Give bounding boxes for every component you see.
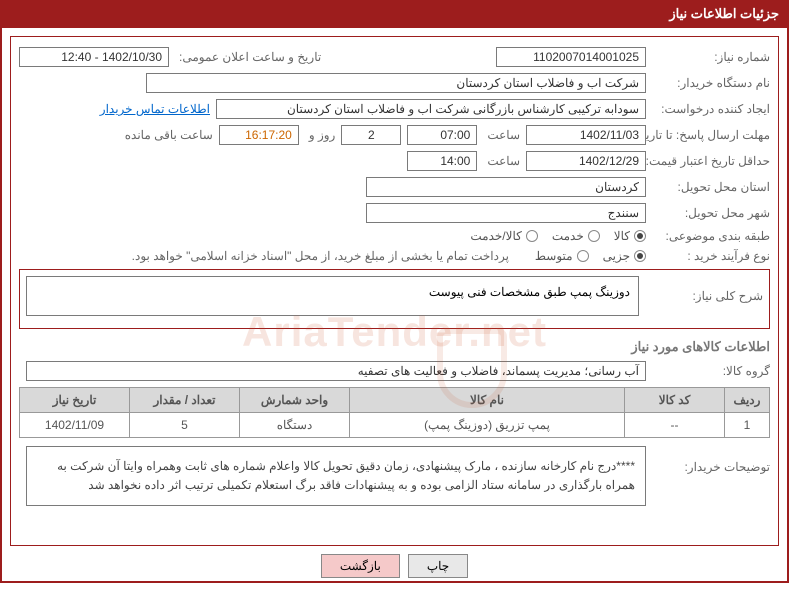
need-number-field: 1102007014001025: [496, 47, 646, 67]
buyer-notes-label: توضیحات خریدار:: [652, 446, 770, 474]
time-label-2: ساعت: [483, 154, 520, 168]
city-field: سنندج: [366, 203, 646, 223]
group-field: آب رسانی؛ مدیریت پسماند، فاضلاب و فعالیت…: [26, 361, 646, 381]
days-count-field: 2: [341, 125, 401, 145]
buyer-org-label: نام دستگاه خریدار:: [652, 76, 770, 90]
desc-field: دوزینگ پمپ طبق مشخصات فنی پیوست: [26, 276, 639, 316]
process-note: پرداخت تمام یا بخشی از مبلغ خرید، از محل…: [132, 249, 509, 263]
province-field: کردستان: [366, 177, 646, 197]
validity-date-field: 1402/12/29: [526, 151, 646, 171]
radio-motavaset[interactable]: متوسط: [535, 249, 589, 263]
radio-kala[interactable]: کالا: [614, 229, 646, 243]
cell-code: --: [625, 413, 725, 438]
radio-khadamat[interactable]: خدمت: [552, 229, 600, 243]
announce-label: تاریخ و ساعت اعلان عمومی:: [175, 50, 321, 64]
classification-label: طبقه بندی موضوعی:: [652, 229, 770, 243]
buyer-org-field: شرکت اب و فاضلاب استان کردستان: [146, 73, 646, 93]
city-label: شهر محل تحویل:: [652, 206, 770, 220]
th-name: نام کالا: [350, 388, 625, 413]
remaining-text: ساعت باقی مانده: [121, 128, 213, 142]
process-group: جزیی متوسط: [535, 249, 646, 263]
province-label: استان محل تحویل:: [652, 180, 770, 194]
th-row: ردیف: [725, 388, 770, 413]
validity-label: حداقل تاریخ اعتبار قیمت: تا تاریخ:: [652, 154, 770, 168]
need-number-label: شماره نیاز:: [652, 50, 770, 64]
days-text: روز و: [305, 128, 336, 142]
window-title: جزئیات اطلاعات نیاز: [0, 0, 789, 28]
validity-time-field: 14:00: [407, 151, 477, 171]
radio-jozei[interactable]: جزیی: [603, 249, 646, 263]
requester-label: ایجاد کننده درخواست:: [652, 102, 770, 116]
radio-kala-khadamat[interactable]: کالا/خدمت: [470, 229, 537, 243]
deadline-label: مهلت ارسال پاسخ: تا تاریخ:: [652, 128, 770, 142]
announce-field: 1402/10/30 - 12:40: [19, 47, 169, 67]
back-button[interactable]: بازگشت: [321, 554, 400, 578]
countdown-field: 16:17:20: [219, 125, 299, 145]
cell-row: 1: [725, 413, 770, 438]
th-unit: واحد شمارش: [240, 388, 350, 413]
cell-name: پمپ تزریق (دوزینگ پمپ): [350, 413, 625, 438]
table-row: 1 -- پمپ تزریق (دوزینگ پمپ) دستگاه 5 140…: [20, 413, 770, 438]
th-qty: تعداد / مقدار: [130, 388, 240, 413]
buyer-notes-field: ****درج نام کارخانه سازنده ، مارک پیشنها…: [26, 446, 646, 506]
cell-date: 1402/11/09: [20, 413, 130, 438]
cell-unit: دستگاه: [240, 413, 350, 438]
requester-field: سودابه ترکیبی کارشناس بازرگانی شرکت اب و…: [216, 99, 646, 119]
process-label: نوع فرآیند خرید :: [652, 249, 770, 263]
deadline-time-field: 07:00: [407, 125, 477, 145]
deadline-date-field: 1402/11/03: [526, 125, 646, 145]
print-button[interactable]: چاپ: [408, 554, 468, 578]
contact-link[interactable]: اطلاعات تماس خریدار: [100, 102, 210, 116]
items-table: ردیف کد کالا نام کالا واحد شمارش تعداد /…: [19, 387, 770, 438]
th-code: کد کالا: [625, 388, 725, 413]
time-label-1: ساعت: [483, 128, 520, 142]
classification-group: کالا خدمت کالا/خدمت: [470, 229, 646, 243]
cell-qty: 5: [130, 413, 240, 438]
group-label: گروه کالا:: [652, 364, 770, 378]
th-date: تاریخ نیاز: [20, 388, 130, 413]
desc-label: شرح کلی نیاز:: [645, 289, 763, 303]
items-section-header: اطلاعات کالاهای مورد نیاز: [19, 339, 770, 355]
